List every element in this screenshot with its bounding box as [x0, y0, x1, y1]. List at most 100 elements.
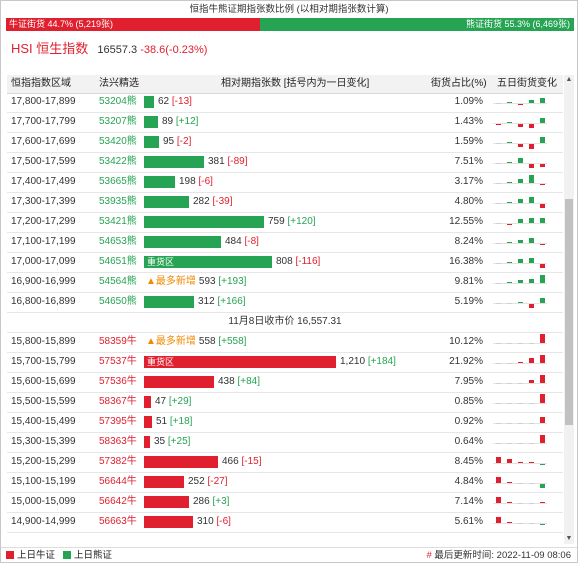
legend-bear-label: 上日熊证 [73, 550, 112, 561]
warrant-code-link[interactable]: 57536牛 [99, 376, 137, 387]
table-row[interactable]: 16,800-16,899 54650熊 312 [+166] 5.19% [7, 292, 563, 313]
warrant-code-link[interactable]: 58359牛 [99, 336, 137, 347]
contracts-value: 759 [+120] [268, 212, 316, 232]
table-row[interactable]: 17,400-17,499 53665熊 198 [-6] 3.17% [7, 172, 563, 193]
contracts-number: 62 [158, 96, 170, 107]
trend-bar [507, 501, 512, 503]
table-row[interactable]: 15,500-15,599 58367牛 47 [+29] 0.85% [7, 392, 563, 413]
trend-bar [540, 334, 545, 343]
warrant-code-link[interactable]: 56642牛 [99, 496, 137, 507]
scrollbar[interactable]: ▲ ▼ [564, 75, 574, 544]
trend-bar [540, 264, 545, 268]
warrant-code-link[interactable]: 57382牛 [99, 456, 137, 467]
five-day-trend-chart [493, 292, 547, 312]
contracts-number: 89 [162, 116, 174, 127]
trend-bar [518, 124, 523, 127]
scrollbar-thumb[interactable] [565, 199, 573, 425]
warrant-code-link[interactable]: 53421熊 [99, 216, 137, 227]
trend-bar [529, 217, 534, 223]
contracts-change: [-15] [241, 456, 262, 467]
table-row[interactable]: 15,200-15,299 57382牛 466 [-15] 8.45% [7, 452, 563, 473]
five-day-trend-chart [493, 452, 547, 472]
scroll-up-icon[interactable]: ▲ [565, 76, 573, 83]
update-time: # 最后更新时间: 2022-11-09 08:06 [426, 548, 571, 562]
table-row[interactable]: 15,300-15,399 58363牛 35 [+25] 0.64% [7, 432, 563, 453]
trend-bar [507, 201, 512, 203]
trend-flat-bar [496, 143, 501, 144]
header-share: 街货占比(%) [431, 78, 487, 89]
contracts-change: [-89] [227, 156, 248, 167]
trend-flat-bar [529, 503, 534, 504]
bull-ratio-label: 牛证街货 44.7% (5,219张) [9, 19, 114, 29]
contracts-number: 759 [268, 216, 285, 227]
warrant-code-link[interactable]: 54653熊 [99, 236, 137, 247]
table-row[interactable]: 17,100-17,199 54653熊 484 [-8] 8.24% [7, 232, 563, 253]
five-day-trend-chart [493, 392, 547, 412]
warrant-code-link[interactable]: 56663牛 [99, 516, 137, 527]
contracts-change: [+25] [167, 436, 191, 447]
index-name[interactable]: HSI 恒生指数 [11, 41, 89, 56]
warrant-code-link[interactable]: 53204熊 [99, 96, 137, 107]
trend-bar [529, 257, 534, 263]
trend-flat-bar [496, 183, 501, 184]
warrant-code-link[interactable]: 53935熊 [99, 196, 137, 207]
table-row[interactable]: 17,800-17,899 53204熊 62 [-13] 1.09% [7, 94, 563, 113]
trend-flat-bar [496, 403, 501, 404]
contracts-value: 310 [-6] [197, 512, 231, 532]
table-row[interactable]: 15,000-15,099 56642牛 286 [+3] 7.14% [7, 492, 563, 513]
share-cell: 5.19% [454, 296, 483, 307]
table-row[interactable]: 17,500-17,599 53422熊 381 [-89] 7.51% [7, 152, 563, 173]
trend-flat-bar [496, 163, 501, 164]
warrant-code-link[interactable]: 54650熊 [99, 296, 137, 307]
contracts-number: 1,210 [340, 356, 366, 367]
table-row[interactable]: 15,100-15,199 56644牛 252 [-27] 4.84% [7, 472, 563, 493]
five-day-trend-chart [493, 172, 547, 192]
trend-bar [496, 476, 501, 483]
warrant-code-link[interactable]: 56644牛 [99, 476, 137, 487]
update-time-text: 最后更新时间: 2022-11-09 08:06 [434, 550, 571, 561]
warrant-table-body[interactable]: 17,800-17,899 53204熊 62 [-13] 1.09% 17,700-1… [7, 94, 563, 544]
warrant-code-link[interactable]: 57537牛 [99, 356, 137, 367]
contracts-change: [+184] [367, 356, 396, 367]
contracts-value: 282 [-39] [193, 192, 232, 212]
table-row[interactable]: 15,700-15,799 57537牛 重货区 1,210 [+184] 21.92% [7, 352, 563, 373]
scroll-down-icon[interactable]: ▼ [565, 535, 573, 542]
warrant-code-link[interactable]: 54564熊 [99, 276, 137, 287]
warrant-code-link[interactable]: 57395牛 [99, 416, 137, 427]
table-row[interactable]: 17,300-17,399 53935熊 282 [-39] 4.80% [7, 192, 563, 213]
warrant-code-link[interactable]: 53420熊 [99, 136, 137, 147]
most-added-tag: ▲最多新增 [146, 336, 196, 347]
contracts-change: [+3] [212, 496, 230, 507]
warrant-code-link[interactable]: 53665熊 [99, 176, 137, 187]
trend-bar [529, 196, 534, 203]
header-contracts: 相对期指张数 [括号内为一日变化] [221, 78, 370, 89]
contracts-value: 252 [-27] [188, 472, 227, 492]
table-row[interactable]: 15,400-15,499 57395牛 51 [+18] 0.92% [7, 412, 563, 433]
table-row[interactable]: 16,900-16,999 54564熊 ▲最多新增 593 [+193] 9.81% [7, 272, 563, 293]
table-row[interactable]: 15,800-15,899 58359牛 ▲最多新增 558 [+558] 10.12% [7, 332, 563, 353]
trend-bar [529, 175, 534, 183]
index-value: 16557.3 [97, 44, 138, 56]
range-cell: 15,700-15,799 [11, 356, 76, 367]
table-row[interactable]: 14,900-14,999 56663牛 310 [-6] 5.61% [7, 512, 563, 533]
warrant-code-link[interactable]: 53422熊 [99, 156, 137, 167]
table-row[interactable]: 15,600-15,699 57536牛 438 [+84] 7.95% [7, 372, 563, 393]
table-row[interactable]: 17,700-17,799 53207熊 89 [+12] 1.43% [7, 112, 563, 133]
range-cell: 16,900-16,999 [11, 276, 76, 287]
trend-flat-bar [518, 383, 523, 384]
warrant-code-link[interactable]: 58367牛 [99, 396, 137, 407]
trend-bar [507, 481, 512, 483]
warrant-code-link[interactable]: 54651熊 [99, 256, 137, 267]
trend-bar [540, 375, 545, 383]
contracts-bar [144, 156, 204, 168]
trend-flat-bar [518, 403, 523, 404]
contracts-change: [-8] [244, 236, 259, 247]
contracts-value: 47 [+29] [155, 392, 191, 412]
warrant-code-link[interactable]: 53207熊 [99, 116, 137, 127]
table-row[interactable]: 17,200-17,299 53421熊 759 [+120] 12.55% [7, 212, 563, 233]
warrant-code-link[interactable]: 58363牛 [99, 436, 137, 447]
table-row[interactable]: 17,000-17,099 54651熊 重货区 808 [-116] 16.38% [7, 252, 563, 273]
trend-bar [540, 484, 545, 488]
table-row[interactable]: 17,600-17,699 53420熊 95 [-2] 1.59% [7, 132, 563, 153]
trend-baseline [493, 143, 547, 144]
